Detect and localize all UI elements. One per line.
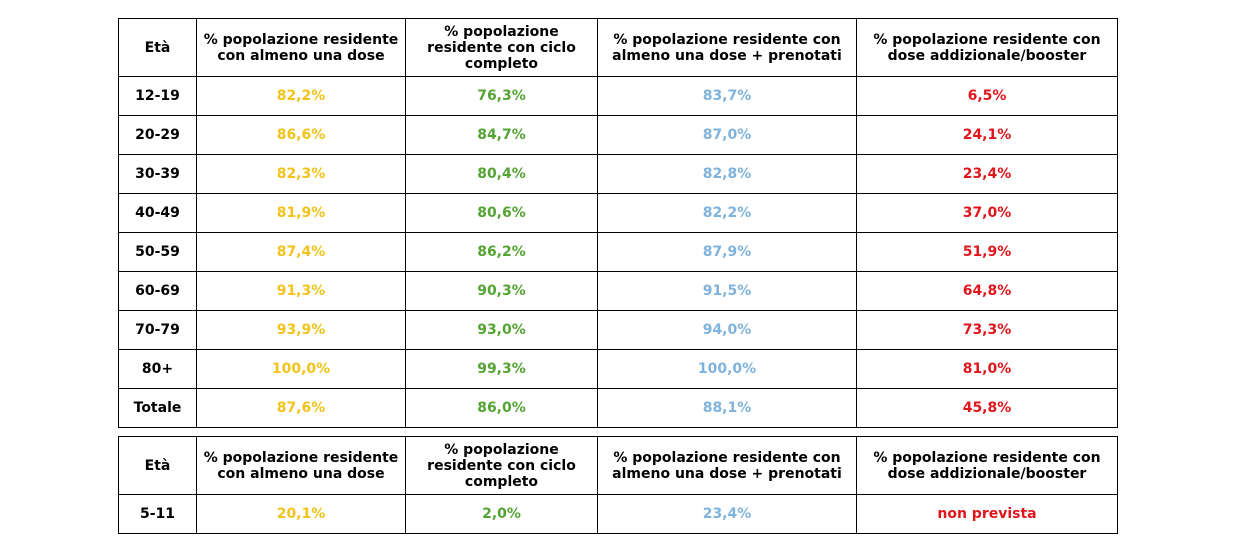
age-cell: 5-11 (118, 494, 197, 534)
at-least-one-dose-cell: 86,6% (196, 115, 406, 155)
full-cycle-cell: 80,6% (405, 193, 598, 233)
age-cell: 50-59 (118, 232, 197, 272)
dose-plus-booked-cell: 100,0% (597, 349, 857, 389)
table-row: 30-39 82,3% 80,4% 82,8% 23,4% (118, 154, 1118, 194)
table-row-total: Totale 87,6% 86,0% 88,1% 45,8% (118, 388, 1118, 428)
at-least-one-dose-cell: 100,0% (196, 349, 406, 389)
table-row: 20-29 86,6% 84,7% 87,0% 24,1% (118, 115, 1118, 155)
table-row: 70-79 93,9% 93,0% 94,0% 73,3% (118, 310, 1118, 350)
at-least-one-dose-cell: 82,3% (196, 154, 406, 194)
table-row: 5-11 20,1% 2,0% 23,4% non prevista (118, 494, 1118, 534)
age-cell: Totale (118, 388, 197, 428)
table-row: 60-69 91,3% 90,3% 91,5% 64,8% (118, 271, 1118, 311)
full-cycle-cell: 93,0% (405, 310, 598, 350)
dose-plus-booked-cell: 88,1% (597, 388, 857, 428)
dose-plus-booked-cell: 94,0% (597, 310, 857, 350)
booster-cell: 81,0% (856, 349, 1118, 389)
full-cycle-cell: 86,0% (405, 388, 598, 428)
full-cycle-cell: 90,3% (405, 271, 598, 311)
table-row: 12-19 82,2% 76,3% 83,7% 6,5% (118, 76, 1118, 116)
booster-cell: 24,1% (856, 115, 1118, 155)
table-row: 80+ 100,0% 99,3% 100,0% 81,0% (118, 349, 1118, 389)
table-header-row: Età % popolazione residente con almeno u… (118, 436, 1118, 495)
table-header-row: Età % popolazione residente con almeno u… (118, 18, 1118, 77)
booster-cell: 51,9% (856, 232, 1118, 272)
full-cycle-cell: 99,3% (405, 349, 598, 389)
header-col4: % popolazione residente con dose addizio… (856, 18, 1118, 77)
header-col3: % popolazione residente con almeno una d… (597, 436, 857, 495)
dose-plus-booked-cell: 23,4% (597, 494, 857, 534)
full-cycle-cell: 84,7% (405, 115, 598, 155)
at-least-one-dose-cell: 87,6% (196, 388, 406, 428)
at-least-one-dose-cell: 91,3% (196, 271, 406, 311)
booster-cell: 45,8% (856, 388, 1118, 428)
dose-plus-booked-cell: 91,5% (597, 271, 857, 311)
booster-cell: 23,4% (856, 154, 1118, 194)
at-least-one-dose-cell: 81,9% (196, 193, 406, 233)
age-cell: 12-19 (118, 76, 197, 116)
booster-cell: non prevista (856, 494, 1118, 534)
header-col2: % popolazione residente con ciclo comple… (405, 436, 598, 495)
table-row: 50-59 87,4% 86,2% 87,9% 51,9% (118, 232, 1118, 272)
booster-cell: 64,8% (856, 271, 1118, 311)
dose-plus-booked-cell: 87,9% (597, 232, 857, 272)
age-cell: 80+ (118, 349, 197, 389)
vaccination-table-main: Età % popolazione residente con almeno u… (118, 18, 1118, 428)
at-least-one-dose-cell: 82,2% (196, 76, 406, 116)
header-col3: % popolazione residente con almeno una d… (597, 18, 857, 77)
age-cell: 70-79 (118, 310, 197, 350)
header-col1: % popolazione residente con almeno una d… (196, 436, 406, 495)
age-cell: 60-69 (118, 271, 197, 311)
header-age: Età (118, 18, 197, 77)
header-age: Età (118, 436, 197, 495)
header-col1: % popolazione residente con almeno una d… (196, 18, 406, 77)
booster-cell: 73,3% (856, 310, 1118, 350)
table-row: 40-49 81,9% 80,6% 82,2% 37,0% (118, 193, 1118, 233)
age-cell: 30-39 (118, 154, 197, 194)
booster-cell: 6,5% (856, 76, 1118, 116)
age-cell: 20-29 (118, 115, 197, 155)
vaccination-table-kids: Età % popolazione residente con almeno u… (118, 436, 1118, 534)
dose-plus-booked-cell: 83,7% (597, 76, 857, 116)
header-col4: % popolazione residente con dose addizio… (856, 436, 1118, 495)
full-cycle-cell: 2,0% (405, 494, 598, 534)
full-cycle-cell: 80,4% (405, 154, 598, 194)
dose-plus-booked-cell: 82,8% (597, 154, 857, 194)
at-least-one-dose-cell: 87,4% (196, 232, 406, 272)
booster-cell: 37,0% (856, 193, 1118, 233)
full-cycle-cell: 76,3% (405, 76, 598, 116)
dose-plus-booked-cell: 82,2% (597, 193, 857, 233)
at-least-one-dose-cell: 20,1% (196, 494, 406, 534)
header-col2: % popolazione residente con ciclo comple… (405, 18, 598, 77)
dose-plus-booked-cell: 87,0% (597, 115, 857, 155)
full-cycle-cell: 86,2% (405, 232, 598, 272)
age-cell: 40-49 (118, 193, 197, 233)
at-least-one-dose-cell: 93,9% (196, 310, 406, 350)
